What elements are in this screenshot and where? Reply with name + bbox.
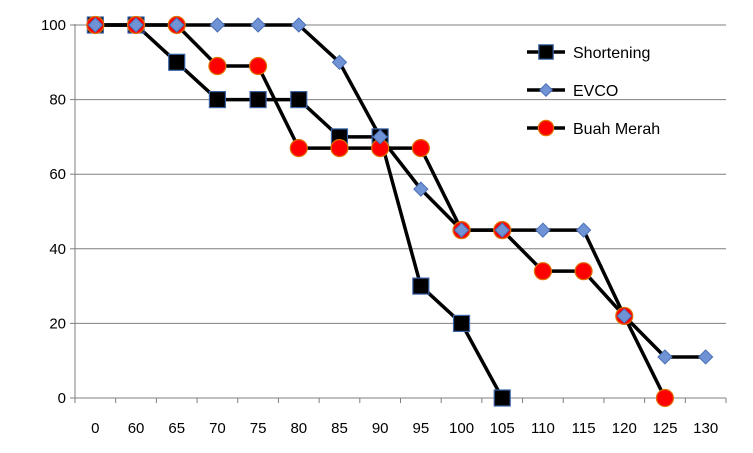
x-tick-labels: 0 60 65 70 75 80 85 90 95 100 105 110 115 120 125 130 <box>91 420 718 437</box>
x-tick-label-105: 105 <box>490 420 515 437</box>
data-point-evco-70 <box>209 17 226 33</box>
data-point-shortening-75 <box>249 90 267 109</box>
data-point-shortening-100 <box>452 314 471 332</box>
data-point-shortening-80 <box>290 90 308 109</box>
series-group <box>86 15 714 408</box>
y-tick-label-40: 40 <box>49 241 66 258</box>
data-point-evco-115 <box>575 222 592 238</box>
axes <box>70 24 727 403</box>
data-point-evco-75 <box>250 17 266 33</box>
y-tick-labels: 0 20 40 60 80 100 <box>41 17 66 407</box>
legend-label-buah-merah: Buah Merah <box>573 121 660 138</box>
x-tick-label-90: 90 <box>372 420 389 437</box>
y-tick-label-100: 100 <box>41 17 66 34</box>
data-point-buah-merah-85 <box>330 138 349 158</box>
data-point-shortening-105 <box>493 389 511 407</box>
data-point-evco-100 <box>453 222 470 238</box>
x-tick-label-0: 0 <box>91 420 99 437</box>
data-point-buah-merah-80 <box>289 138 308 158</box>
data-point-evco-65 <box>169 17 185 33</box>
x-tick-label-75: 75 <box>250 420 267 437</box>
legend-marker-shortening <box>538 44 554 60</box>
x-tick-label-85: 85 <box>331 420 348 437</box>
data-point-evco-120 <box>616 308 632 324</box>
data-point-evco-85 <box>331 54 348 71</box>
data-point-evco-90 <box>372 129 388 145</box>
y-tick-label-80: 80 <box>49 92 66 109</box>
data-point-buah-merah-115 <box>574 262 593 281</box>
y-tick-label-60: 60 <box>49 166 66 183</box>
y-tick-label-20: 20 <box>49 315 66 332</box>
data-point-evco-60 <box>128 17 144 33</box>
data-point-evco-80 <box>291 17 307 33</box>
data-point-evco-110 <box>535 222 551 238</box>
data-point-shortening-65 <box>168 53 186 71</box>
x-tick-label-60: 60 <box>128 420 145 437</box>
x-tick-label-100: 100 <box>449 420 474 437</box>
data-point-shortening-95 <box>412 277 430 295</box>
x-tick-label-70: 70 <box>209 420 226 437</box>
legend-marker-buah-merah <box>537 119 555 137</box>
x-tick-label-115: 115 <box>572 420 596 437</box>
x-tick-label-95: 95 <box>413 420 430 437</box>
x-tick-label-120: 120 <box>612 420 637 437</box>
data-point-buah-merah-75 <box>248 56 268 76</box>
x-tick-label-65: 65 <box>168 420 185 437</box>
data-point-evco-125 <box>657 349 673 365</box>
data-point-buah-merah-95 <box>411 138 430 158</box>
data-point-evco-0 <box>87 17 104 33</box>
legend: Shortening EVCO Buah Merah <box>527 44 660 138</box>
series-line-buah-merah <box>95 23 667 399</box>
data-point-buah-merah-110 <box>533 262 553 281</box>
x-tick-label-110: 110 <box>531 420 555 437</box>
data-point-evco-95 <box>413 181 429 197</box>
series-line-evco <box>95 23 706 359</box>
legend-marker-evco <box>538 82 554 98</box>
data-point-buah-merah-125 <box>655 388 675 408</box>
y-tick-label-0: 0 <box>58 390 66 407</box>
data-point-evco-130 <box>697 349 714 365</box>
data-point-buah-merah-70 <box>208 56 227 76</box>
data-point-evco-105 <box>494 222 510 238</box>
legend-label-shortening: Shortening <box>573 45 650 62</box>
data-point-shortening-70 <box>208 90 227 109</box>
x-tick-label-80: 80 <box>290 420 307 437</box>
x-tick-label-130: 130 <box>693 420 718 437</box>
legend-label-evco: EVCO <box>573 83 618 100</box>
x-tick-label-125: 125 <box>652 420 677 437</box>
